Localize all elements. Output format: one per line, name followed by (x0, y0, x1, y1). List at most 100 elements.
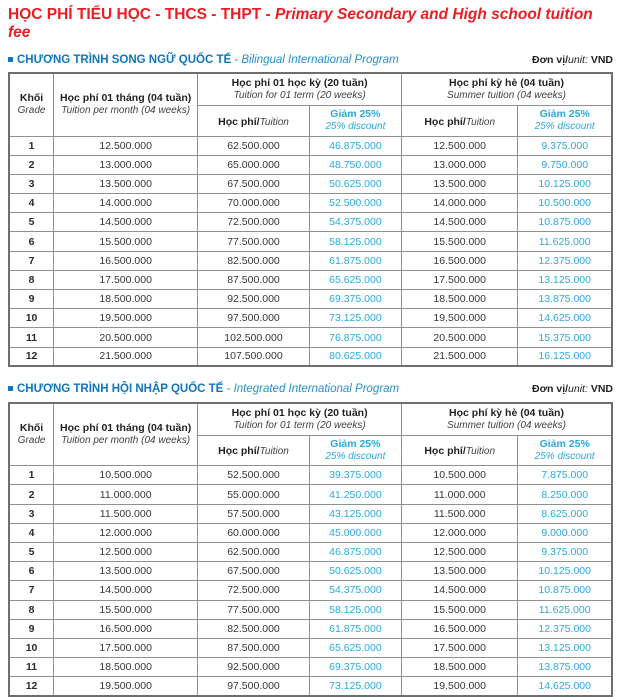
fee-cell: 12.000.000 (401, 522, 519, 543)
unit-currency-code: VND (590, 383, 613, 396)
table-row: 9 16.500.000 82.500.000 61.875.000 16.500.00… (8, 618, 613, 639)
fee-cell: 7.875.000 (517, 465, 613, 486)
fee-cell: 55.000.000 (197, 484, 310, 505)
fee-cell: 13.500.000 (401, 173, 519, 195)
grade-cell: 11 (8, 657, 55, 678)
table-row: 11 20.500.000 102.500.000 76.875.000 20.500.… (8, 327, 613, 348)
fee-cell: 21.500.000 (401, 346, 519, 367)
table-row: 5 12.500.000 62.500.000 46.875.000 12.500.00… (8, 541, 613, 563)
col-header-grade: Khối Grade (8, 72, 55, 137)
grade-cell: 5 (8, 212, 55, 233)
fee-cell: 17.500.000 (401, 637, 519, 659)
fee-cell: 11.500.000 (53, 503, 199, 524)
currency-unit-label: Đơn vị/unit: VND (532, 383, 613, 395)
table-row: 3 11.500.000 57.500.000 43.125.000 11.500.00… (8, 503, 613, 524)
grade-cell: 9 (8, 289, 55, 310)
grade-cell: 12 (8, 346, 55, 367)
fee-cell: 65.625.000 (308, 637, 403, 659)
grade-cell: 3 (8, 503, 55, 524)
grade-cell: 8 (8, 269, 55, 291)
fee-cell: 10.125.000 (517, 173, 613, 195)
section-bilingual-program: CHƯƠNG TRÌNH SONG NGỮ QUỐC TẾ - Bilingua… (8, 54, 613, 368)
fee-cell: 107.500.000 (197, 346, 310, 367)
grade-cell: 1 (8, 465, 55, 486)
section-title-english: - Integrated International Program (223, 383, 400, 396)
unit-label-vietnamese: Đơn vị/ (531, 383, 569, 396)
section-title: CHƯƠNG TRÌNH HỘI NHẬP QUỐC TẾ - Integrat… (8, 383, 399, 397)
fee-cell: 20.500.000 (401, 327, 519, 348)
fee-cell: 16.500.000 (53, 618, 199, 639)
page-title: HỌC PHÍ TIỂU HỌC - THCS - THPT - Primary… (8, 6, 613, 42)
fee-cell: 12.500.000 (401, 135, 519, 156)
fee-cell: 102.500.000 (197, 327, 310, 348)
subcol-header-term-discount: Giảm 25% 25% discount (308, 434, 403, 467)
fee-cell: 48.750.000 (308, 154, 403, 175)
subcol-header-summer-discount: Giảm 25% 25% discount (517, 434, 613, 467)
fee-cell: 43.125.000 (308, 503, 403, 524)
fee-cell: 12.500.000 (53, 135, 199, 156)
fee-cell: 16.500.000 (401, 250, 519, 271)
integrated-table-body: 1 10.500.000 52.500.000 39.375.000 10.500.00… (8, 465, 613, 697)
table-row: 4 14.000.000 70.000.000 52.500.000 14.000.00… (8, 193, 613, 214)
fee-cell: 13.500.000 (401, 561, 519, 582)
fee-cell: 69.375.000 (308, 657, 403, 678)
fee-cell: 11.625.000 (517, 231, 613, 252)
col-group-term-tuition: Học phí 01 học kỳ (20 tuần) Tuition for … (197, 402, 403, 436)
section-header: CHƯƠNG TRÌNH HỘI NHẬP QUỐC TẾ - Integrat… (8, 383, 613, 397)
fee-cell: 15.500.000 (401, 599, 519, 620)
fee-cell: 19.500.000 (53, 676, 199, 697)
table-row: 8 15.500.000 77.500.000 58.125.000 15.500.00… (8, 599, 613, 620)
fee-cell: 13.125.000 (517, 637, 613, 659)
fee-cell: 15.500.000 (53, 231, 199, 252)
fee-cell: 97.500.000 (197, 676, 310, 697)
table-row: 6 13.500.000 67.500.000 50.625.000 13.500.00… (8, 561, 613, 582)
subcol-header-term-discount: Giảm 25% 25% discount (308, 104, 403, 137)
fee-cell: 54.375.000 (308, 580, 403, 601)
table-row: 2 11.000.000 55.000.000 41.250.000 11.000.00… (8, 484, 613, 505)
table-row: 3 13.500.000 67.500.000 50.625.000 13.500.00… (8, 173, 613, 195)
fee-cell: 69.375.000 (308, 289, 403, 310)
fee-cell: 18.500.000 (53, 289, 199, 310)
fee-cell: 9.375.000 (517, 135, 613, 156)
fee-cell: 62.500.000 (197, 541, 310, 563)
table-row: 12 19.500.000 97.500.000 73.125.000 19.500.0… (8, 676, 613, 697)
fee-cell: 58.125.000 (308, 231, 403, 252)
fee-cell: 18.500.000 (401, 289, 519, 310)
table-row: 9 18.500.000 92.500.000 69.375.000 18.500.00… (8, 289, 613, 310)
grade-cell: 3 (8, 173, 55, 195)
grade-cell: 2 (8, 484, 55, 505)
table-row: 6 15.500.000 77.500.000 58.125.000 15.500.00… (8, 231, 613, 252)
fee-cell: 39.375.000 (308, 465, 403, 486)
col-header-monthly-tuition: Học phí 01 tháng (04 tuần) Tuition per m… (53, 402, 199, 467)
fee-cell: 65.000.000 (197, 154, 310, 175)
fee-cell: 52.500.000 (308, 193, 403, 214)
fee-cell: 12.375.000 (517, 618, 613, 639)
table-head: Khối Grade Học phí 01 tháng (04 tuần) Tu… (8, 402, 613, 467)
unit-label-english: unit: (568, 53, 588, 66)
section-header: CHƯƠNG TRÌNH SONG NGỮ QUỐC TẾ - Bilingua… (8, 54, 613, 68)
fee-cell: 19.500.000 (53, 308, 199, 329)
fee-cell: 17.500.000 (53, 269, 199, 291)
fee-cell: 57.500.000 (197, 503, 310, 524)
fee-cell: 13.500.000 (53, 561, 199, 582)
fee-cell: 8.250.000 (517, 484, 613, 505)
grade-cell: 4 (8, 522, 55, 543)
table-row: 10 17.500.000 87.500.000 65.625.000 17.500.0… (8, 637, 613, 659)
fee-cell: 12.000.000 (53, 522, 199, 543)
fee-cell: 13.000.000 (401, 154, 519, 175)
grade-cell: 8 (8, 599, 55, 620)
fee-cell: 52.500.000 (197, 465, 310, 486)
page-title-english: Primary Secondary and High school tuitio… (8, 6, 593, 41)
table-row: 10 19.500.000 97.500.000 73.125.000 19.500.0… (8, 308, 613, 329)
fee-cell: 11.000.000 (53, 484, 199, 505)
page-title-vietnamese: HỌC PHÍ TIỂU HỌC - THCS - THPT - (8, 6, 271, 23)
fee-cell: 13.125.000 (517, 269, 613, 291)
fee-cell: 13.500.000 (53, 173, 199, 195)
fee-cell: 67.500.000 (197, 561, 310, 582)
table-row: 5 14.500.000 72.500.000 54.375.000 14.500.00… (8, 212, 613, 233)
grade-cell: 11 (8, 327, 55, 348)
table-row: 12 21.500.000 107.500.000 80.625.000 21.500.… (8, 346, 613, 367)
fee-cell: 11.000.000 (401, 484, 519, 505)
fee-cell: 61.875.000 (308, 250, 403, 271)
grade-cell: 7 (8, 250, 55, 271)
